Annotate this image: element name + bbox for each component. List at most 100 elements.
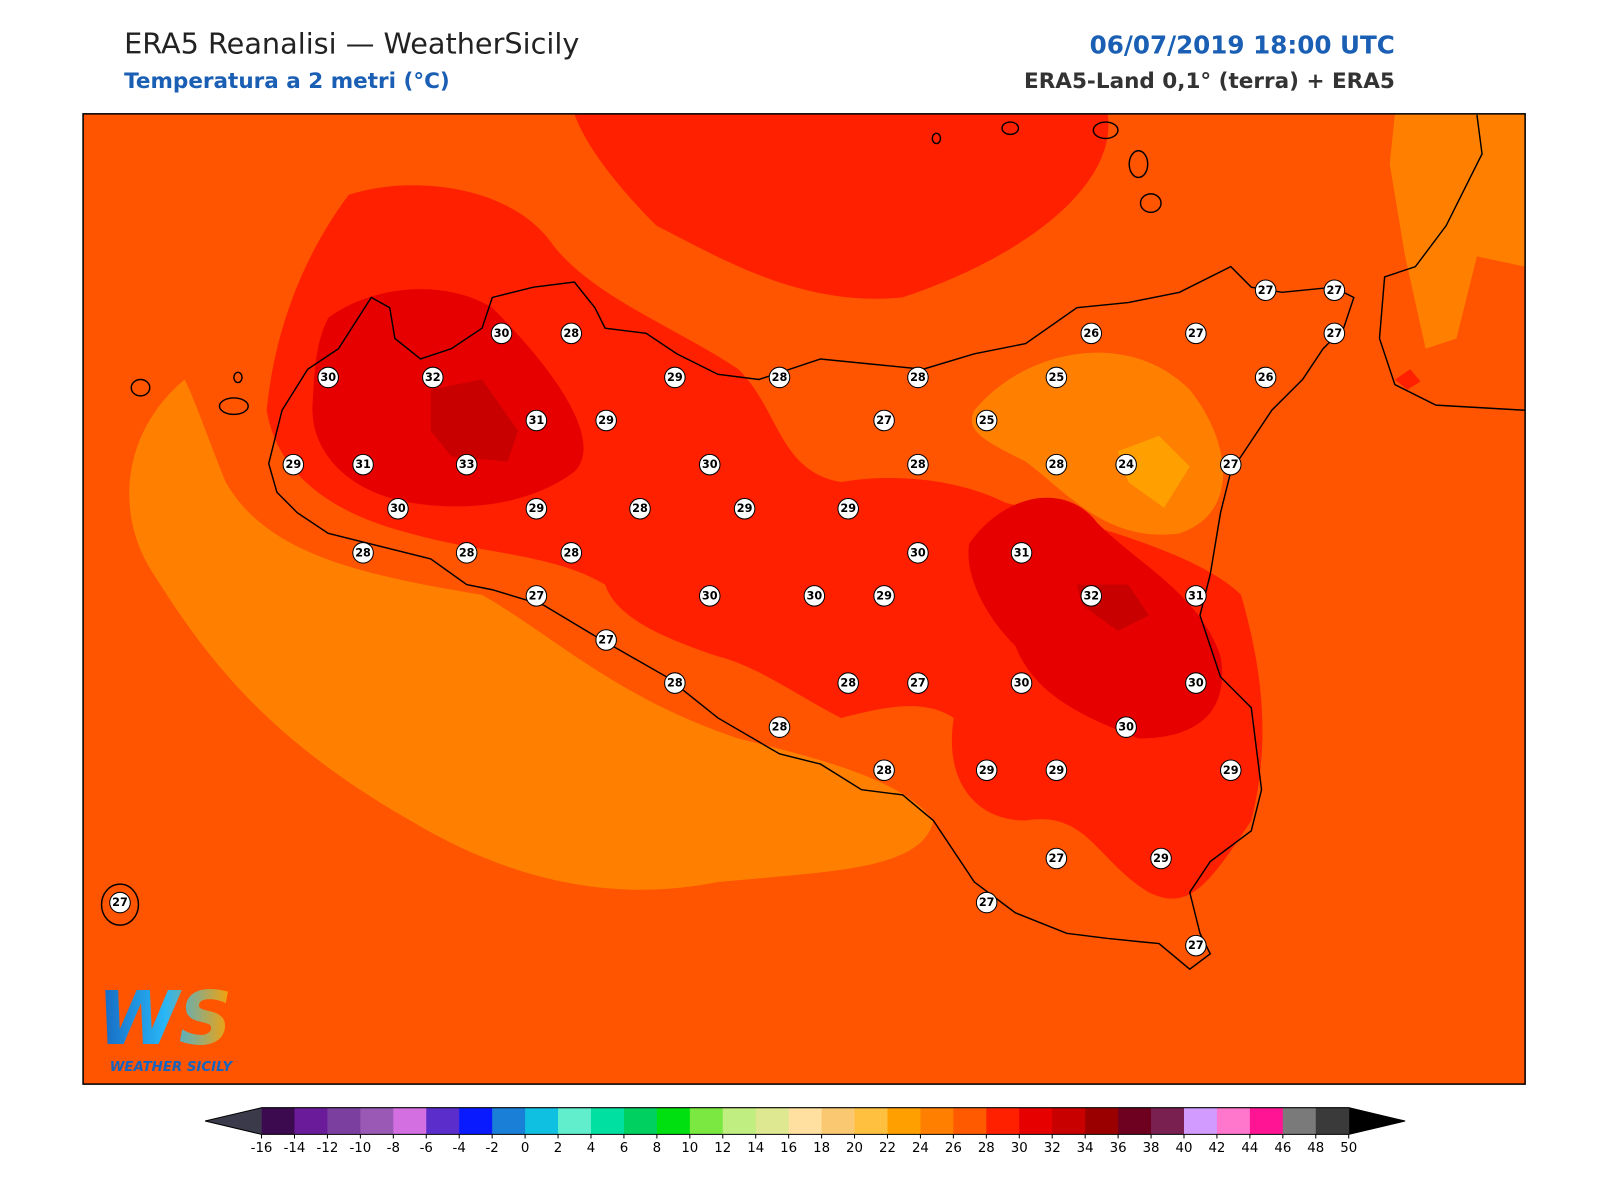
colorbar-tick-label: 36 [1110, 1141, 1127, 1156]
colorbar-bin [1151, 1107, 1185, 1135]
station-value: 28 [840, 677, 856, 690]
station-value: 27 [598, 634, 614, 647]
colorbar-bin [459, 1107, 493, 1135]
station: 30 [490, 322, 513, 345]
station-marker [1220, 453, 1242, 476]
station-marker [1323, 322, 1346, 345]
station: 33 [455, 453, 478, 476]
station: 27 [1220, 453, 1242, 476]
station: 30 [1185, 672, 1207, 694]
colorbar-tick-label: -4 [453, 1141, 466, 1156]
colorbar-bin [558, 1107, 592, 1135]
station-marker [664, 672, 686, 694]
station-value: 27 [1327, 284, 1343, 297]
station-value: 29 [1223, 764, 1239, 777]
station-marker [352, 542, 374, 564]
station-value: 28 [772, 371, 788, 384]
colorbar-bin [426, 1107, 460, 1135]
station: 27 [907, 672, 929, 694]
station-value: 28 [910, 371, 926, 384]
title: ERA5 Reanalisi — WeatherSicily [124, 26, 579, 60]
station-value: 28 [632, 502, 648, 515]
colorbar-extension-over [1348, 1107, 1406, 1135]
station-value: 27 [910, 677, 926, 690]
logo-mark: WS [97, 976, 232, 1062]
colorbar-tick-label: -6 [420, 1141, 433, 1156]
station: 28 [768, 366, 791, 389]
station-marker [1323, 279, 1346, 302]
station-marker [455, 542, 478, 564]
station-value: 28 [772, 721, 788, 734]
station-marker [1045, 847, 1068, 870]
station-marker [422, 366, 444, 389]
station-value: 30 [910, 546, 926, 559]
colorbar-tick-label: -2 [486, 1141, 499, 1156]
date: 06/07/2019 18:00 UTC [1090, 30, 1395, 59]
station-marker [803, 585, 826, 607]
station-value: 26 [1083, 327, 1099, 340]
station-value: 31 [1014, 546, 1030, 559]
station-marker [768, 716, 791, 738]
station-value: 31 [529, 414, 545, 427]
colorbar-bin [755, 1107, 790, 1135]
station-value: 30 [390, 502, 406, 515]
colorbar-bin [261, 1107, 295, 1135]
colorbar-bin [1019, 1107, 1053, 1135]
station: 29 [837, 497, 859, 520]
colorbar-bin [525, 1107, 559, 1135]
station-value: 27 [1188, 939, 1204, 952]
field-contour [1117, 435, 1190, 508]
station: 29 [975, 759, 998, 782]
station: 24 [1115, 453, 1137, 476]
colorbar-tick-label: 16 [780, 1141, 797, 1156]
station: 28 [837, 672, 859, 694]
colorbar-bin [920, 1107, 954, 1135]
colorbar-tick-label: -12 [317, 1141, 339, 1156]
field-contour [430, 379, 518, 462]
station: 28 [1045, 453, 1068, 476]
station-marker [560, 542, 583, 564]
station-value: 25 [1049, 371, 1065, 384]
station: 25 [1045, 366, 1068, 389]
station: 27 [1323, 322, 1346, 345]
colorbar-tick-label: 38 [1143, 1141, 1160, 1156]
subtitle: Temperatura a 2 metri (°C) [124, 69, 450, 94]
station-value: 31 [355, 458, 371, 471]
station-value: 27 [876, 414, 892, 427]
station-value: 30 [1014, 677, 1030, 690]
colorbar-tick-label: 48 [1307, 1141, 1324, 1156]
colorbar-bin [854, 1107, 889, 1135]
colorbar-tick-label: 32 [1044, 1141, 1061, 1156]
station: 29 [664, 366, 686, 389]
field-contour [574, 113, 1109, 299]
station-marker [975, 891, 998, 914]
colorbar-tick-label: 46 [1274, 1141, 1291, 1156]
colorbar-tick-label: -10 [349, 1141, 371, 1156]
station-marker [975, 409, 998, 432]
colorbar-bin [1118, 1107, 1152, 1135]
station-marker [1185, 934, 1207, 957]
colorbar-bin [1282, 1107, 1317, 1135]
station-value: 27 [979, 896, 995, 909]
station-value: 30 [1118, 721, 1134, 734]
station: 27 [1045, 847, 1068, 870]
colorbar-extension-under [205, 1107, 262, 1135]
colorbar-tick-label: 44 [1241, 1141, 1258, 1156]
station-value: 30 [320, 371, 336, 384]
station-marker [1254, 279, 1277, 302]
station-value: 33 [459, 458, 475, 471]
station-value: 30 [1188, 677, 1204, 690]
colorbar-bin [590, 1107, 625, 1135]
station-marker [698, 453, 721, 476]
field-contour [1394, 369, 1421, 390]
station-marker [1080, 585, 1103, 607]
field-contour [968, 497, 1223, 739]
station-marker [768, 366, 791, 389]
station-marker [837, 672, 859, 694]
station: 28 [664, 672, 686, 694]
station: 28 [873, 759, 895, 782]
station-value: 28 [667, 677, 683, 690]
station: 28 [768, 716, 791, 738]
